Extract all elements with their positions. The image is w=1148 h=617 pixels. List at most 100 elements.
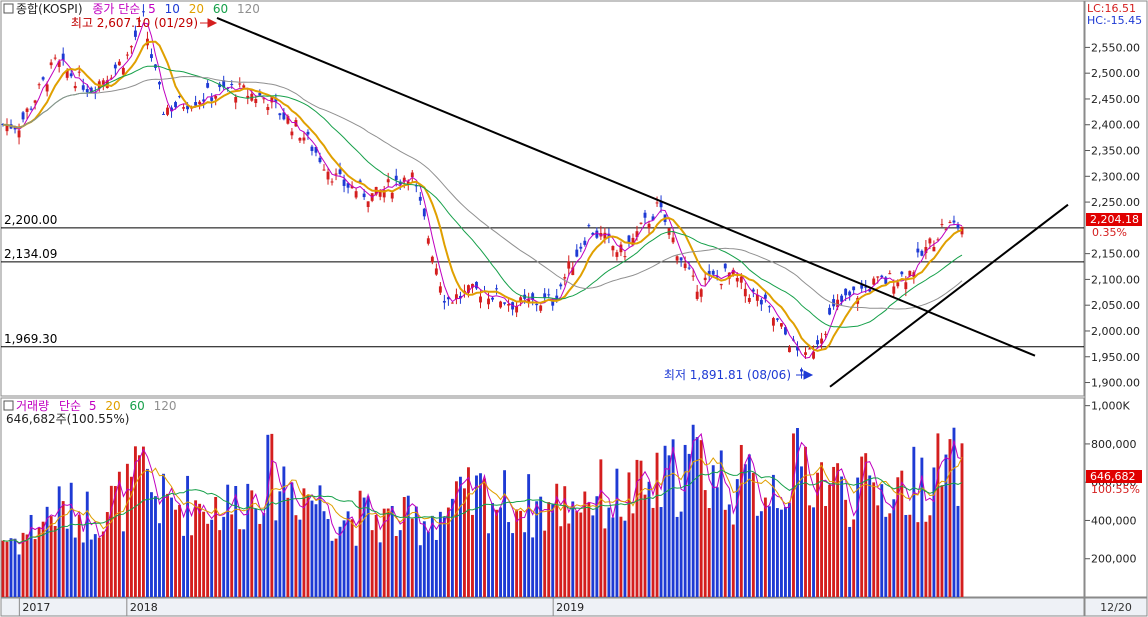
low-marker-arrow-icon	[796, 370, 814, 380]
volume-bar	[318, 485, 322, 597]
candle-body	[278, 113, 282, 116]
volume-bar	[314, 504, 318, 597]
candle-body	[771, 318, 775, 326]
legend-ma60: 60	[213, 2, 228, 16]
candle-body	[759, 299, 763, 305]
candle-body	[527, 299, 531, 303]
candle-body	[125, 54, 129, 56]
volume-tick-label: 200,000	[1091, 553, 1137, 566]
candle-body	[117, 61, 121, 66]
candle-body	[551, 300, 555, 306]
volume-bar	[587, 502, 591, 597]
volume-bar	[531, 537, 535, 597]
volume-bar	[719, 450, 723, 597]
volume-bar	[374, 514, 378, 597]
volume-bar	[13, 538, 17, 597]
volume-bar	[310, 500, 314, 597]
volume-bar	[467, 467, 470, 597]
volume-bar	[346, 511, 350, 597]
volume-bar	[539, 496, 543, 597]
volume-bar	[868, 475, 872, 597]
volume-bar	[154, 496, 157, 597]
candle-body	[414, 185, 418, 187]
trend-line[interactable]	[829, 203, 1069, 388]
volume-bar	[166, 493, 169, 597]
volume-bar	[129, 476, 133, 597]
candle-body	[442, 300, 446, 303]
volume-bar	[579, 512, 583, 597]
volume-bar	[707, 508, 711, 597]
candle-body	[158, 81, 161, 85]
candle-body	[928, 238, 932, 244]
volume-bar	[206, 523, 210, 597]
candle-body	[454, 294, 458, 300]
volume-bar	[146, 468, 149, 597]
price-legend-checkbox[interactable]	[3, 3, 14, 14]
volume-bar	[735, 479, 739, 597]
volume-bar	[190, 535, 194, 597]
candle-body	[739, 276, 743, 283]
volume-bar	[158, 523, 161, 597]
volume-bar	[928, 515, 932, 597]
volume-bar	[97, 537, 101, 597]
volume-bar	[306, 495, 310, 597]
volume-bar	[37, 527, 41, 597]
candle-body	[892, 286, 896, 294]
volume-bar	[623, 520, 627, 597]
volume-bar	[274, 520, 278, 597]
volume-bar	[77, 514, 81, 597]
volume-bar	[583, 491, 587, 597]
volume-bar	[543, 530, 547, 597]
volume-bar	[679, 511, 683, 597]
volume-legend: 거래량 단순 5 20 60 120	[16, 399, 176, 413]
candle-body	[699, 289, 703, 297]
volume-bar	[635, 459, 639, 597]
volume-bar	[89, 539, 93, 597]
volume-bar	[715, 487, 719, 597]
volume-bar	[362, 497, 366, 597]
volume-bar	[133, 446, 137, 597]
volume-bar	[808, 505, 811, 597]
price-tick-label: 2,550.00	[1091, 41, 1140, 54]
candle-body	[832, 299, 836, 307]
candle-body	[691, 275, 695, 277]
volume-bar	[475, 475, 478, 597]
time-tick-label: 2019	[556, 601, 584, 614]
volume-legend-checkbox[interactable]	[3, 400, 14, 411]
trend-line[interactable]	[216, 17, 1036, 357]
volume-bar	[523, 532, 527, 597]
candle-body	[659, 201, 663, 208]
volume-bar	[491, 503, 494, 597]
candle-body	[743, 288, 747, 297]
volume-bar	[5, 542, 9, 597]
volume-bar	[17, 554, 21, 597]
candle-body	[41, 77, 45, 80]
candle-body	[836, 299, 840, 308]
volume-bar	[631, 513, 635, 597]
volume-bar	[438, 511, 442, 597]
volume-bar	[723, 509, 727, 597]
volume-bar	[527, 474, 531, 597]
candle-body	[707, 270, 711, 275]
candle-body	[394, 175, 398, 180]
candle-body	[824, 333, 828, 335]
volume-bar	[547, 502, 551, 597]
volume-bar	[386, 508, 390, 597]
volume-bar	[198, 503, 202, 597]
volume-bar	[302, 488, 306, 597]
y-axis-frame	[1084, 0, 1148, 598]
volume-bar	[896, 477, 900, 597]
candle-body	[218, 83, 222, 88]
candle-body	[804, 352, 807, 355]
volume-bar	[503, 470, 507, 597]
candle-body	[81, 85, 85, 90]
volume-bar	[430, 515, 434, 597]
volume-bar	[952, 427, 956, 597]
volume-bar	[174, 509, 177, 597]
volume-bar	[463, 488, 466, 597]
volume-bar	[816, 472, 819, 597]
candle-body	[491, 297, 494, 300]
volume-bar	[599, 459, 603, 597]
volume-bar	[471, 514, 474, 597]
